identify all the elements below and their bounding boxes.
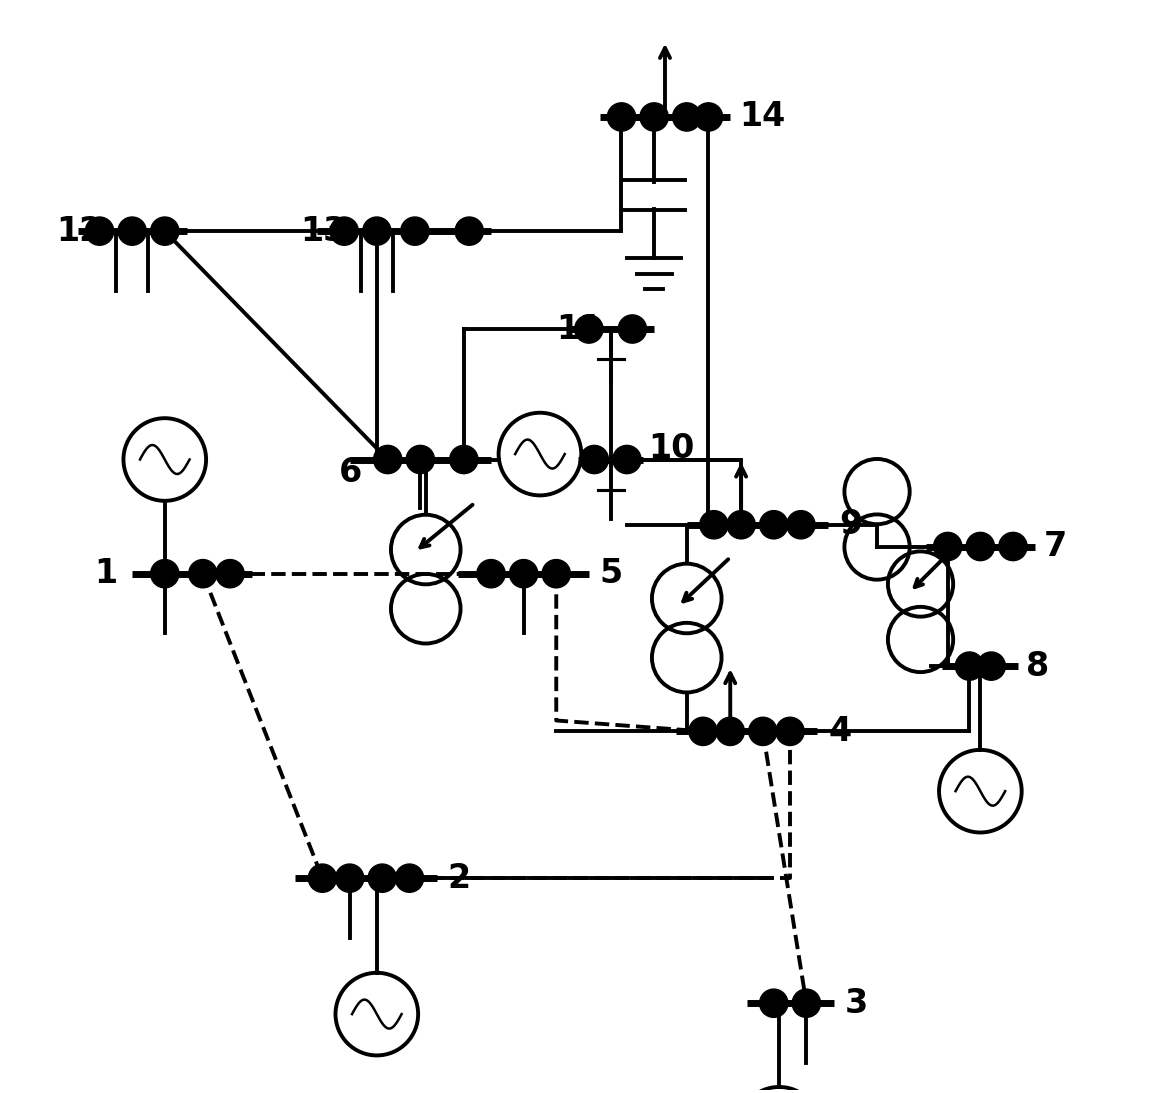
Circle shape: [363, 218, 391, 245]
Text: 8: 8: [1027, 649, 1050, 683]
Circle shape: [150, 560, 179, 588]
Circle shape: [331, 218, 358, 245]
Text: 1: 1: [94, 557, 117, 590]
Circle shape: [618, 315, 646, 343]
Circle shape: [450, 445, 477, 473]
Circle shape: [455, 218, 483, 245]
Circle shape: [401, 218, 429, 245]
Circle shape: [188, 560, 217, 588]
Circle shape: [373, 445, 402, 473]
Text: 7: 7: [1044, 530, 1067, 563]
Circle shape: [395, 865, 423, 892]
Text: 9: 9: [839, 508, 862, 541]
Circle shape: [699, 510, 728, 539]
Circle shape: [695, 103, 722, 131]
Circle shape: [477, 560, 505, 588]
Circle shape: [118, 218, 147, 245]
Circle shape: [749, 717, 777, 745]
Text: 12: 12: [55, 214, 102, 248]
Circle shape: [689, 717, 717, 745]
Text: 2: 2: [447, 861, 470, 895]
Circle shape: [216, 560, 244, 588]
Circle shape: [542, 560, 570, 588]
Circle shape: [673, 103, 701, 131]
Circle shape: [727, 510, 755, 539]
Text: 11: 11: [556, 313, 602, 345]
Text: 13: 13: [301, 214, 347, 248]
Circle shape: [792, 989, 821, 1018]
Circle shape: [575, 315, 603, 343]
Text: 3: 3: [844, 987, 868, 1020]
Text: 14: 14: [739, 101, 785, 133]
Circle shape: [406, 445, 435, 473]
Text: 4: 4: [828, 715, 851, 748]
Circle shape: [934, 532, 962, 561]
Circle shape: [368, 865, 397, 892]
Circle shape: [977, 653, 1006, 680]
Circle shape: [759, 989, 788, 1018]
Text: 5: 5: [600, 557, 623, 590]
Circle shape: [150, 218, 179, 245]
Circle shape: [607, 103, 636, 131]
Text: 10: 10: [649, 432, 695, 466]
Circle shape: [999, 532, 1028, 561]
Text: 6: 6: [339, 456, 362, 489]
Circle shape: [716, 717, 744, 745]
Circle shape: [776, 717, 805, 745]
Circle shape: [640, 103, 668, 131]
Circle shape: [613, 445, 642, 473]
Circle shape: [510, 560, 538, 588]
Circle shape: [966, 532, 994, 561]
Circle shape: [759, 510, 788, 539]
Circle shape: [580, 445, 608, 473]
Circle shape: [86, 218, 113, 245]
Circle shape: [787, 510, 815, 539]
Circle shape: [309, 865, 336, 892]
Circle shape: [335, 865, 364, 892]
Circle shape: [955, 653, 984, 680]
